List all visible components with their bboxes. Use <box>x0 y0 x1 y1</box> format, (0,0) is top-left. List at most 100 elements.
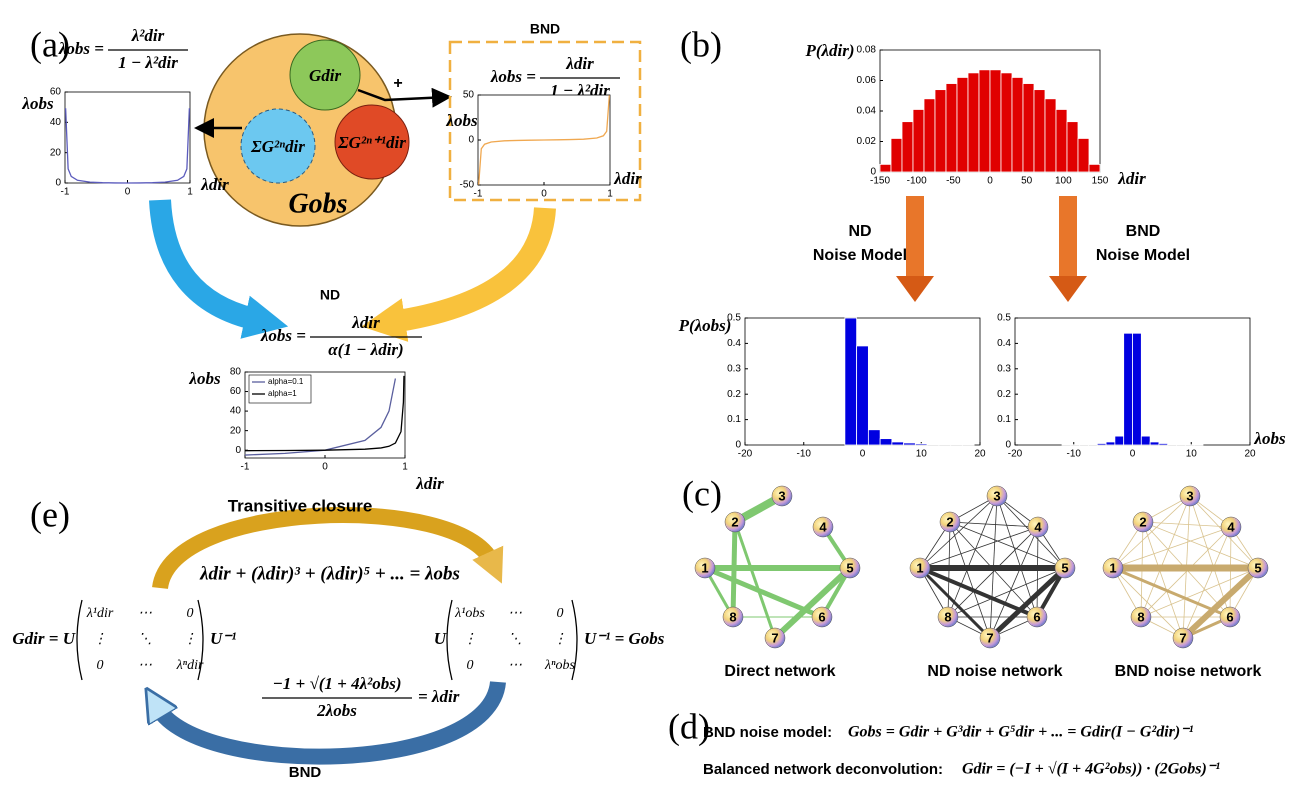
node-label: 6 <box>1226 609 1233 624</box>
formula-numerator: −1 + √(1 + 4λ²obs) <box>272 674 401 693</box>
bar <box>1023 84 1034 172</box>
x-tick-label: 1 <box>402 462 408 473</box>
network-edge <box>1230 527 1231 617</box>
matrix-cell: ⋯ <box>508 658 522 673</box>
formula-denominator: 1 − λ²dir <box>118 53 178 72</box>
bar <box>1115 436 1124 445</box>
x-tick-label: 0 <box>322 462 328 473</box>
paren <box>447 600 452 680</box>
bar <box>1045 99 1056 172</box>
node-label: 6 <box>818 609 825 624</box>
y-tick-label: 20 <box>50 147 62 158</box>
network-edge <box>1113 568 1183 638</box>
node-label: 1 <box>1109 560 1116 575</box>
y-tick-label: 0.1 <box>997 414 1011 425</box>
node-label: 4 <box>1034 519 1042 534</box>
node-label: 1 <box>916 560 923 575</box>
bar <box>1133 333 1142 445</box>
bar <box>951 444 963 445</box>
matrix-cell: λ¹obs <box>454 606 485 621</box>
matrix-cell: ⋮ <box>93 632 107 647</box>
bar <box>1106 442 1115 445</box>
x-tick-label: 0 <box>541 189 547 200</box>
plus-sign: + <box>393 75 402 92</box>
network-edge <box>1113 496 1190 568</box>
y-tick-label: 0.2 <box>997 389 1011 400</box>
matrix-cell: ⋯ <box>138 606 152 621</box>
x-tick-label: -1 <box>241 462 250 473</box>
x-tick-label: 50 <box>1021 176 1033 187</box>
arrow-label: Noise Model <box>1096 247 1190 264</box>
bar <box>915 444 927 445</box>
bar <box>1097 443 1106 445</box>
x-axis-label: λdir <box>415 474 444 493</box>
node-label: 8 <box>729 609 736 624</box>
network-edge <box>920 496 997 568</box>
x-axis-label: λdir <box>613 169 642 188</box>
node-label: 3 <box>778 488 785 503</box>
bar <box>891 138 902 172</box>
node-label: 7 <box>986 630 993 645</box>
matrix-cell: 0 <box>187 606 194 621</box>
bar <box>880 439 892 445</box>
bar <box>868 430 880 445</box>
node-label: 6 <box>1033 609 1040 624</box>
bar <box>1124 333 1133 445</box>
y-tick-label: 0.4 <box>997 338 1011 349</box>
matrix-rhs: U⁻¹ <box>210 629 236 648</box>
y-tick-label: 0.1 <box>727 414 741 425</box>
bar <box>924 99 935 172</box>
legend-label: alpha=1 <box>268 389 297 398</box>
arrow-label: Noise Model <box>813 247 907 264</box>
network-edge <box>1141 568 1258 617</box>
bar <box>1001 73 1012 172</box>
x-tick-label: 150 <box>1092 176 1109 187</box>
node-label: 2 <box>1139 514 1146 529</box>
bnd-label: BND <box>289 764 322 781</box>
bar <box>957 77 968 172</box>
matrix-lhs: Gdir = U <box>12 629 75 648</box>
matrix-cell: ⋮ <box>463 632 477 647</box>
node-label: 3 <box>1186 488 1193 503</box>
matrix-cell: 0 <box>467 658 474 673</box>
bar <box>1067 122 1078 172</box>
formula-rhs: = λdir <box>418 687 460 706</box>
formula-numerator: λdir <box>351 313 380 332</box>
bar <box>1056 109 1067 172</box>
network-title: Direct network <box>724 663 835 680</box>
y-tick-label: 0 <box>735 440 741 451</box>
x-tick-label: 1 <box>187 187 193 198</box>
y-tick-label: 0.06 <box>857 75 877 86</box>
bar <box>904 443 916 445</box>
circle-label: Gobs <box>288 188 347 219</box>
y-tick-label: 40 <box>50 117 62 128</box>
y-tick-label: 0.2 <box>727 389 741 400</box>
big-arrow <box>392 208 545 322</box>
transitive-label: Transitive closure <box>228 496 373 515</box>
node-label: 7 <box>1179 630 1186 645</box>
y-tick-label: 0.02 <box>857 136 877 147</box>
panel-label: (e) <box>30 494 70 534</box>
circle-label: ΣG²ⁿ⁺¹dir <box>337 133 406 152</box>
y-axis-label: P(λobs) <box>678 316 732 335</box>
y-tick-label: 40 <box>230 406 242 417</box>
x-tick-label: -100 <box>907 176 927 187</box>
node-label: 2 <box>731 514 738 529</box>
matrix-cell: 0 <box>557 606 564 621</box>
network-edge <box>1113 527 1231 568</box>
legend-label: alpha=0.1 <box>268 377 304 386</box>
y-tick-label: 0.3 <box>997 363 1011 374</box>
x-tick-label: 20 <box>1244 449 1256 460</box>
y-axis-label: P(λdir) <box>804 41 854 60</box>
x-tick-label: -1 <box>61 187 70 198</box>
matrix-cell: ⋮ <box>553 632 567 647</box>
bar <box>913 109 924 172</box>
network-title: BND noise network <box>1115 663 1262 680</box>
nd-title: ND <box>320 287 340 303</box>
x-axis-label: λdir <box>1117 169 1146 188</box>
model-label: BND noise model: <box>703 724 832 741</box>
y-tick-label: 0.04 <box>857 106 877 117</box>
bar <box>1141 436 1150 445</box>
y-axis-label: λobs <box>445 111 478 130</box>
node-label: 4 <box>1227 519 1235 534</box>
